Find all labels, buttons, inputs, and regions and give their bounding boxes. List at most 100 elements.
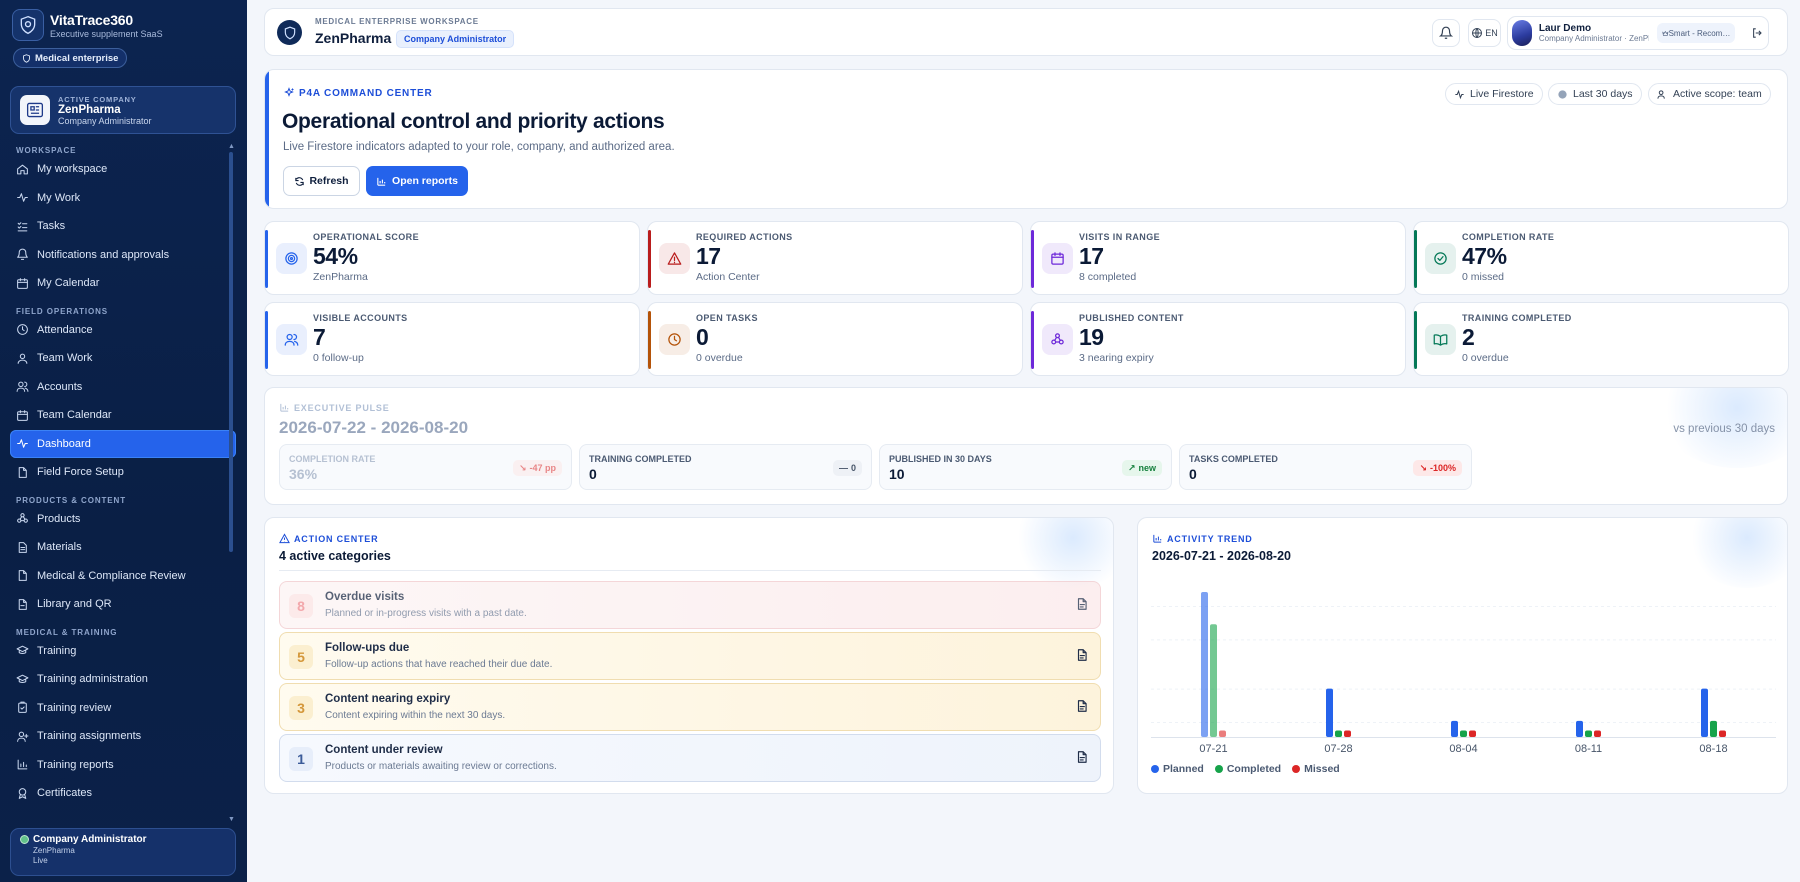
active-company-card[interactable]: ACTIVE COMPANY ZenPharma Company Adminis…: [10, 86, 236, 134]
bar-completed-08-11: [1585, 730, 1592, 737]
sidebar-item-attendance[interactable]: Attendance: [10, 316, 236, 345]
chip-active-scope[interactable]: Active scope: team: [1648, 83, 1771, 105]
action-row-overdue-visits[interactable]: 8 Overdue visits Planned or in-progress vi…: [279, 581, 1101, 629]
sidebar-item-label: Team Calendar: [37, 409, 112, 422]
sidebar-item-training-assignments[interactable]: Training assignments: [10, 722, 236, 751]
sidebar-item-field-force-setup[interactable]: Field Force Setup: [10, 458, 236, 487]
activity-trend: ACTIVITY TREND 2026-07-21 - 2026-08-20 0…: [1137, 517, 1788, 794]
bar-chart-icon: [377, 177, 386, 186]
pulse-comparison: vs previous 30 days: [1673, 423, 1775, 435]
open-reports-button[interactable]: Open reports: [366, 166, 468, 196]
kpi-accent-bar: [1031, 311, 1034, 369]
sidebar-item-label: Tasks: [37, 220, 66, 233]
kpi-card-visible-accounts[interactable]: VISIBLE ACCOUNTS 7 0 follow-up: [264, 302, 640, 376]
open-details-button[interactable]: [1075, 648, 1089, 667]
document-icon: [18, 541, 27, 553]
kpi-icon-wrap: [659, 324, 690, 355]
kpi-icon-wrap: [276, 324, 307, 355]
kpi-card-published-content[interactable]: PUBLISHED CONTENT 19 3 nearing expiry: [1030, 302, 1406, 376]
sidebar-item-team-work[interactable]: Team Work: [10, 344, 236, 373]
alert-triangle-icon: [279, 533, 290, 544]
pulse-card-tasks-completed: TASKS COMPLETED 0 ↘ -100%: [1179, 444, 1472, 490]
x-tick-label: 08-04: [1449, 743, 1477, 755]
molecule-icon: [17, 513, 28, 524]
legend-item-planned[interactable]: Planned: [1151, 763, 1204, 775]
sidebar-item-training-administration[interactable]: Training administration: [10, 665, 236, 694]
sidebar-item-my-workspace[interactable]: My workspace: [10, 155, 236, 184]
kpi-card-operational-score[interactable]: OPERATIONAL SCORE 54% ZenPharma: [264, 221, 640, 295]
action-row-content-nearing-expiry[interactable]: 3 Content nearing expiry Content expiring …: [279, 683, 1101, 731]
kpi-card-visits-in-range[interactable]: VISITS IN RANGE 17 8 completed: [1030, 221, 1406, 295]
action-description: Content expiring within the next 30 days…: [325, 710, 506, 721]
graduation-cap-icon: [16, 674, 29, 683]
notifications-button[interactable]: [1432, 19, 1460, 47]
graduation-cap-icon: [16, 645, 29, 655]
kpi-card-open-tasks[interactable]: OPEN TASKS 0 0 overdue: [647, 302, 1023, 376]
kpi-card-required-actions[interactable]: REQUIRED ACTIONS 17 Action Center: [647, 221, 1023, 295]
refresh-button[interactable]: Refresh: [283, 166, 360, 196]
sidebar-item-training-review[interactable]: Training review: [10, 694, 236, 723]
open-details-button[interactable]: [1075, 597, 1089, 616]
sidebar-item-label: My Calendar: [37, 277, 100, 290]
sidebar-item-my-work[interactable]: My Work: [10, 184, 236, 213]
sidebar-scrollbar[interactable]: [229, 152, 233, 552]
file-icon: [18, 570, 27, 582]
smart-recommendation-pill[interactable]: Smart - Recommended: [1656, 23, 1736, 43]
legend-label: Planned: [1163, 763, 1204, 775]
sidebar-item-materials[interactable]: Materials: [10, 533, 236, 562]
pulse-card-label: TASKS COMPLETED: [1189, 454, 1278, 464]
sidebar-item-training[interactable]: Training: [10, 637, 236, 666]
sidebar-item-certificates[interactable]: Certificates: [10, 779, 236, 808]
sidebar-item-label: Materials: [37, 541, 82, 554]
pulse-card-completion-rate: COMPLETION RATE 36% ↘ -47 pp: [279, 444, 572, 490]
kpi-icon-wrap: [1425, 324, 1456, 355]
nav-section-heading: WORKSPACE: [16, 146, 77, 155]
scroll-down-arrow-icon[interactable]: ▼: [228, 816, 235, 823]
pulse-delta-badge: ↘ -100%: [1413, 460, 1462, 476]
sidebar-item-dashboard[interactable]: Dashboard: [10, 429, 236, 458]
chip-live-firestore: Live Firestore: [1445, 83, 1543, 105]
scroll-up-arrow-icon[interactable]: ▲: [228, 143, 235, 150]
kpi-card-training-completed[interactable]: TRAINING COMPLETED 2 0 overdue: [1413, 302, 1789, 376]
sidebar-item-library-and-qr[interactable]: Library and QR: [10, 590, 236, 619]
chip-date-range[interactable]: Last 30 days: [1548, 83, 1642, 105]
command-center-kicker: P4A COMMAND CENTER: [283, 87, 432, 99]
sidebar-item-tasks[interactable]: Tasks: [10, 212, 236, 241]
pulse-card-value: 36%: [289, 466, 318, 482]
sidebar-item-medical-compliance-review[interactable]: Medical & Compliance Review: [10, 562, 236, 591]
sidebar-item-accounts[interactable]: Accounts: [10, 373, 236, 402]
action-row-content-under-review[interactable]: 1 Content under review Products or materia…: [279, 734, 1101, 782]
action-row-follow-ups-due[interactable]: 5 Follow-ups due Follow-up actions that ha…: [279, 632, 1101, 680]
kpi-value: 54%: [313, 243, 358, 269]
sidebar-item-products[interactable]: Products: [10, 505, 236, 534]
kpi-accent-bar: [265, 230, 268, 288]
bar-missed-08-04: [1469, 730, 1476, 737]
sidebar-user-card[interactable]: Company Administrator ZenPharma Live: [10, 828, 236, 876]
legend-item-completed[interactable]: Completed: [1214, 763, 1281, 775]
alert-triangle-icon: [667, 252, 682, 265]
decorative-glow: [1013, 518, 1113, 588]
language-button[interactable]: EN: [1468, 19, 1501, 47]
sidebar-item-label: Products: [37, 512, 81, 525]
logout-icon[interactable]: [1751, 26, 1764, 40]
sidebar-item-notifications-and-approvals[interactable]: Notifications and approvals: [10, 241, 236, 270]
legend-item-missed[interactable]: Missed: [1292, 763, 1340, 775]
open-details-button[interactable]: [1075, 750, 1089, 769]
pulse-delta-badge: ↗ new: [1121, 460, 1162, 476]
brand-tagline: Executive supplement SaaS: [50, 28, 163, 39]
sidebar-item-training-reports[interactable]: Training reports: [10, 751, 236, 780]
sidebar-item-team-calendar[interactable]: Team Calendar: [10, 401, 236, 430]
open-details-button[interactable]: [1075, 699, 1089, 718]
kpi-icon-wrap: [659, 243, 690, 274]
bar-planned-07-28: [1326, 688, 1333, 737]
pulse-card-label: COMPLETION RATE: [289, 454, 376, 464]
sidebar-item-my-calendar[interactable]: My Calendar: [10, 269, 236, 298]
link-icon: [18, 598, 27, 610]
brand[interactable]: VitaTrace360 Executive supplement SaaS: [12, 9, 163, 41]
checklist-icon: [17, 221, 28, 232]
kpi-card-completion-rate[interactable]: COMPLETION RATE 47% 0 missed: [1413, 221, 1789, 295]
trend-flat-icon: —: [838, 463, 848, 473]
user-menu[interactable]: Laur Demo Company Administrator · ZenPha…: [1507, 16, 1769, 50]
calendar-icon: [1051, 252, 1064, 265]
pulse-card-label: TRAINING COMPLETED: [589, 454, 692, 464]
